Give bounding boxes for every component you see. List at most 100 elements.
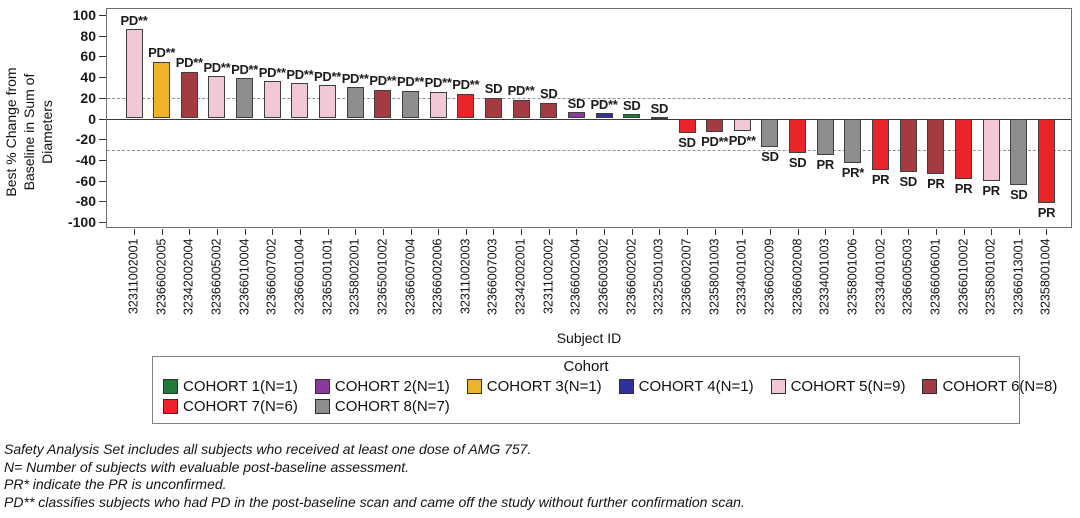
y-axis-title-line: Baseline in Sum of (21, 73, 37, 191)
bar-response-label: PR (982, 182, 1000, 198)
bar-response-label: PD** (341, 70, 369, 86)
bar-response-label: PD** (175, 55, 203, 71)
bar (346, 87, 364, 119)
bar (319, 85, 337, 119)
y-axis-title: Best % Change from Baseline in Sum of Di… (2, 24, 58, 240)
x-tick-mark (769, 229, 771, 235)
x-tick-label: 32366002004 (568, 238, 583, 315)
x-tick-mark (272, 229, 274, 235)
bar-response-label: PD** (120, 12, 148, 28)
y-tick-mark (99, 139, 106, 141)
legend-swatch-icon (466, 379, 482, 394)
legend-entry-label: COHORT 1(N=1) (183, 378, 298, 395)
bar-response-label: SD (622, 97, 641, 113)
legend-entry: COHORT 8(N=7) (314, 398, 450, 415)
y-tick-label: 60 (80, 48, 96, 65)
x-tick-mark (576, 229, 578, 235)
footnotes: Safety Analysis Set includes all subject… (4, 441, 1074, 511)
x-tick-mark (355, 229, 357, 235)
x-tick-mark (465, 229, 467, 235)
bar-response-label: PD** (286, 66, 314, 82)
bar (650, 117, 668, 120)
bar-response-label: PR (871, 172, 890, 188)
bar (706, 118, 724, 132)
x-tick-label: 32366006001 (928, 238, 943, 315)
bar-response-label: PD** (369, 73, 397, 89)
y-tick-label: -20 (75, 131, 96, 148)
y-tick-mark (99, 15, 106, 16)
x-tick-label: 32366002008 (790, 238, 805, 315)
bar-response-label: PD** (148, 45, 176, 61)
legend-row: COHORT 7(N=6) COHORT 8(N=7) (153, 398, 1019, 415)
x-tick-mark (659, 229, 661, 235)
bar (429, 91, 447, 119)
legend-entry-label: COHORT 4(N=1) (638, 378, 754, 395)
legend-entry: COHORT 4(N=1) (618, 378, 754, 395)
x-tick-mark (438, 229, 440, 235)
x-tick-mark (825, 229, 827, 235)
bar-response-label: PD** (507, 83, 535, 99)
x-tick-label: 32365001002 (375, 238, 390, 315)
x-tick-mark (299, 229, 301, 235)
y-tick-label: 80 (80, 27, 96, 44)
legend-row: COHORT 1(N=1) COHORT 2(N=1) COHORT 3(N=1) C… (153, 378, 1057, 395)
x-tick-mark (493, 229, 495, 235)
bar (982, 118, 1000, 181)
bar-response-label: PD** (397, 74, 424, 90)
x-tick-mark (521, 229, 523, 235)
x-tick-label: 32311002001 (126, 238, 141, 315)
legend-swatch-icon (314, 399, 330, 414)
reference-line (107, 97, 1071, 99)
x-tick-label: 32366010002 (956, 238, 970, 315)
x-tick-mark (161, 229, 163, 235)
x-tick-label: 32366002007 (679, 238, 694, 315)
bar (236, 78, 254, 119)
bar (955, 118, 972, 179)
y-tick-label: -40 (75, 151, 96, 168)
legend-swatch-icon (770, 379, 786, 394)
bar (457, 93, 475, 119)
x-tick-label: 32358001004 (1038, 238, 1053, 315)
x-tick-label: 32366002005 (154, 238, 169, 315)
bar-response-label: PD** (231, 61, 259, 77)
x-tick-mark (189, 229, 191, 235)
y-tick-mark (99, 77, 106, 79)
x-tick-mark (742, 229, 744, 235)
y-tick-label: 40 (80, 69, 96, 86)
legend-rows: COHORT 1(N=1) COHORT 2(N=1) COHORT 3(N=1) C… (153, 378, 1057, 415)
bar-response-label: SD (540, 86, 558, 102)
x-tick-mark (963, 229, 965, 235)
bar (374, 89, 392, 119)
x-tick-label: 32366007004 (403, 238, 417, 315)
bar (816, 118, 834, 155)
x-tick-label: 32311002002 (541, 238, 556, 315)
x-tick-mark (216, 229, 218, 235)
bar (402, 90, 419, 119)
plot-area (106, 8, 1072, 228)
legend-swatch-icon (163, 379, 178, 394)
legend-entry-label: COHORT 5(N=9) (790, 378, 906, 395)
x-tick-mark (1046, 229, 1048, 235)
bar (899, 118, 917, 173)
bar-response-label: PD** (701, 133, 729, 149)
legend-title: Cohort (563, 358, 609, 375)
x-tick-label: 32366007002 (264, 238, 279, 315)
legend-entry-label: COHORT 6(N=8) (942, 378, 1058, 395)
x-tick-mark (991, 229, 993, 235)
bar-response-label: PD** (314, 68, 342, 84)
bar (1037, 118, 1055, 204)
bar (733, 118, 751, 131)
bar (291, 83, 309, 119)
x-tick-label: 32366003002 (596, 238, 611, 315)
x-tick-label: 32358001002 (983, 238, 998, 315)
x-tick-label: 32358001003 (707, 238, 722, 315)
bar-response-label: SD (567, 95, 586, 111)
y-tick-mark (99, 201, 106, 203)
x-tick-label: 32366005002 (209, 238, 224, 315)
bar-response-label: SD (650, 100, 669, 116)
legend: Cohort COHORT 1(N=1) COHORT 2(N=1) COHORT … (152, 356, 1057, 424)
x-tick-mark (687, 229, 688, 235)
bar-response-label: PR (1037, 205, 1056, 221)
x-tick-label: 32358001006 (845, 238, 860, 315)
